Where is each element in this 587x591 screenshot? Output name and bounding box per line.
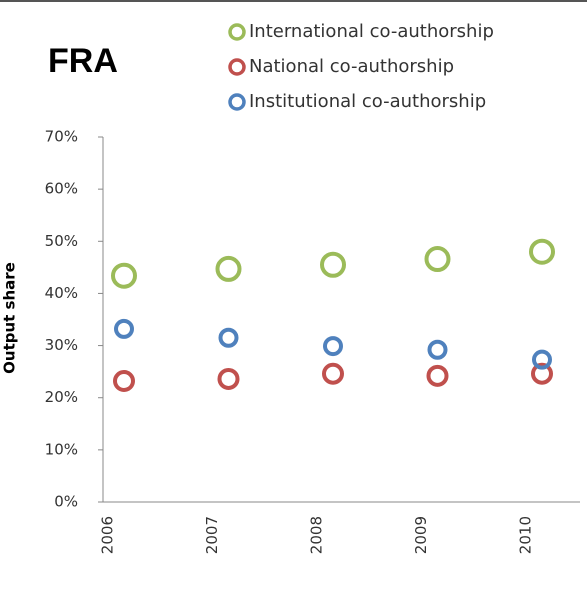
y-tick-label: 50% [45, 232, 78, 250]
y-tick-label: 60% [45, 180, 78, 198]
x-tick-label: 2008 [308, 516, 326, 554]
legend-marker [228, 23, 246, 41]
y-tick-label: 10% [45, 440, 78, 458]
x-tick-label: 2009 [412, 516, 430, 554]
y-axis-label: Output share [1, 262, 19, 374]
legend-label: Institutional co-authorship [249, 91, 486, 112]
marker [529, 238, 555, 265]
chart-title: FRA [48, 42, 118, 80]
legend-label: National co-authorship [249, 56, 454, 77]
legend-marker [228, 93, 246, 111]
x-tick-label: 2010 [517, 516, 535, 554]
marker [320, 251, 346, 278]
marker [215, 255, 242, 282]
y-tick-label: 0% [54, 493, 78, 511]
marker [114, 318, 134, 339]
marker [532, 349, 552, 370]
marker [424, 246, 451, 273]
marker [322, 362, 344, 385]
marker [217, 367, 240, 390]
y-tick-label: 30% [45, 336, 78, 354]
y-tick-label: 40% [45, 284, 78, 302]
x-tick-label: 2007 [203, 516, 221, 554]
y-tick-label: 20% [45, 388, 78, 406]
marker [426, 364, 449, 387]
legend-label: International co-authorship [249, 21, 494, 42]
marker [531, 362, 553, 385]
marker [427, 339, 448, 360]
legend-marker [228, 58, 246, 76]
marker [218, 327, 239, 348]
marker [113, 370, 135, 393]
marker [111, 262, 137, 289]
x-tick-label: 2006 [99, 516, 117, 554]
marker [323, 336, 343, 357]
y-tick-label: 70% [45, 128, 78, 146]
